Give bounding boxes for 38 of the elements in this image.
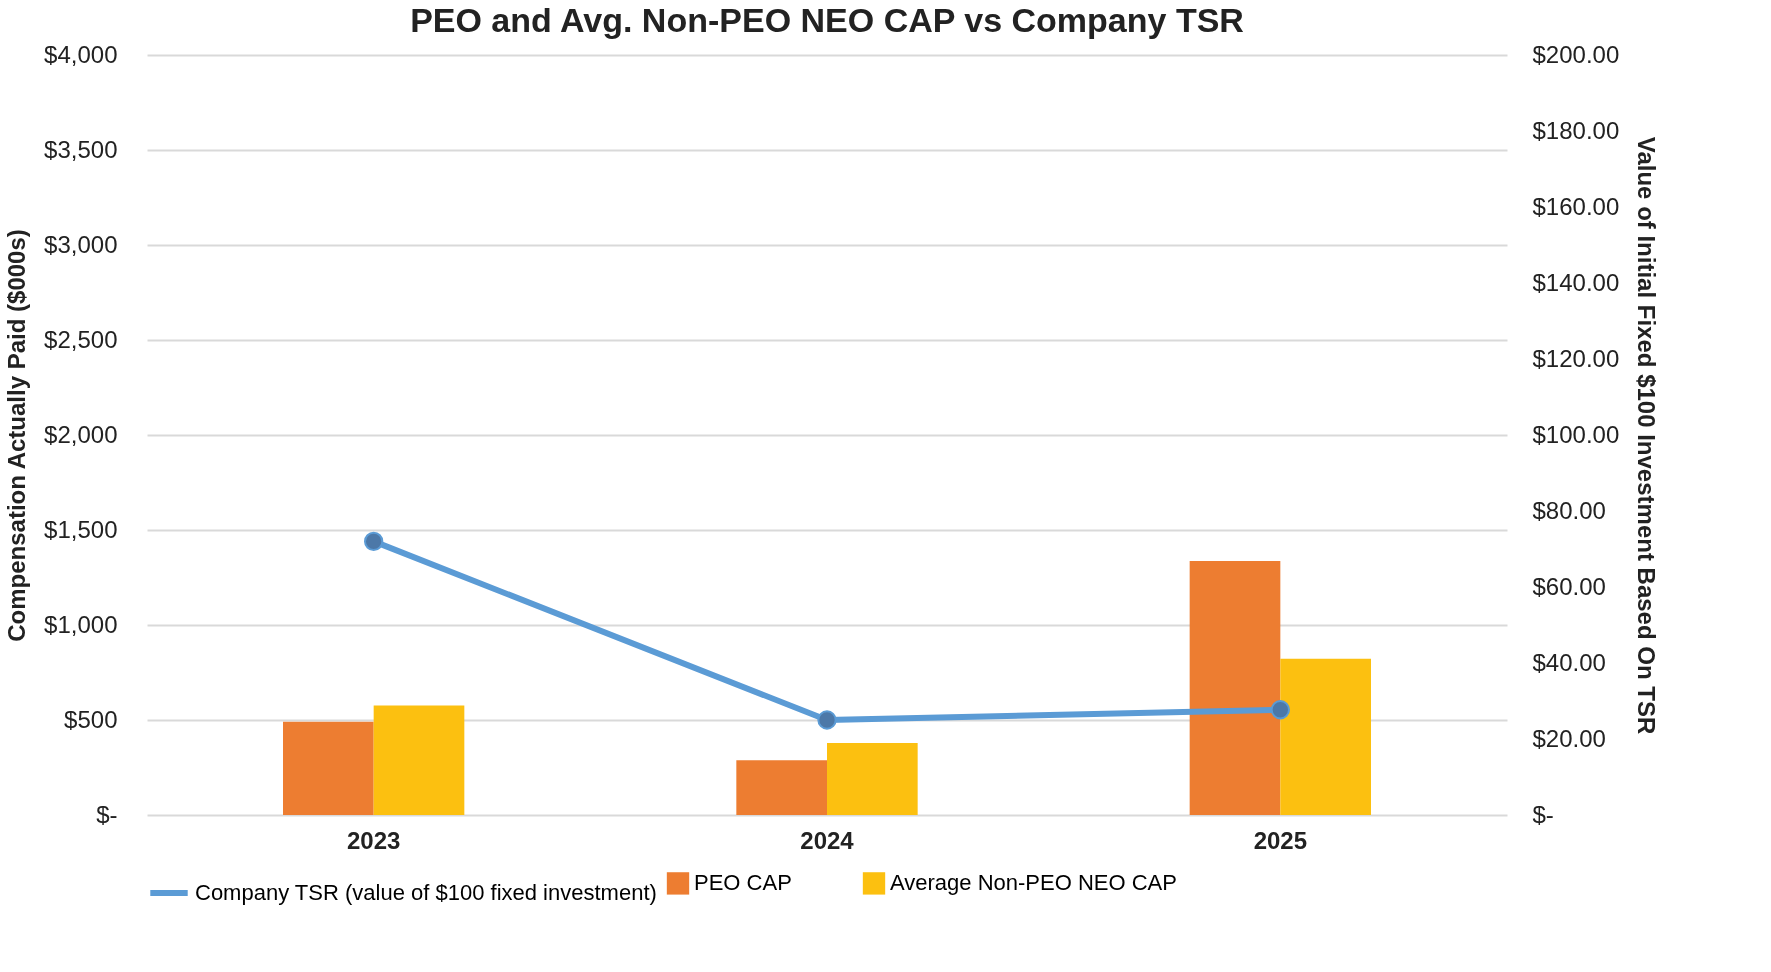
y-tick-label: $3,000 xyxy=(44,230,118,258)
y2-tick-label: $100.00 xyxy=(1532,420,1620,448)
y2-tick-label: $180.00 xyxy=(1532,116,1620,144)
y2-tick-label: $80.00 xyxy=(1532,496,1606,524)
y-axis-title: Compensation Actually Paid ($000s) xyxy=(3,229,31,642)
bar xyxy=(1189,560,1281,815)
bar xyxy=(373,705,465,815)
y-tick-label: $4,000 xyxy=(44,40,118,68)
chart-title: PEO and Avg. Non-PEO NEO CAP vs Company TSR xyxy=(410,1,1244,39)
y-tick-label: $1,000 xyxy=(44,610,118,638)
y2-tick-label: $60.00 xyxy=(1532,572,1606,600)
y-tick-label: $2,000 xyxy=(44,420,118,448)
x-tick-label: 2023 xyxy=(346,826,401,854)
y-tick-label: $500 xyxy=(64,705,118,733)
y2-tick-label: $200.00 xyxy=(1532,40,1620,68)
y2-tick-label: $20.00 xyxy=(1532,724,1606,752)
bar xyxy=(1280,658,1371,815)
legend-label: Average Non-PEO NEO CAP xyxy=(890,870,1177,896)
bar xyxy=(736,760,827,815)
y2-tick-label: $140.00 xyxy=(1532,268,1620,296)
x-tick-label: 2025 xyxy=(1253,826,1308,854)
legend-label: Company TSR (value of $100 fixed investment) xyxy=(195,880,657,905)
y2-tick-label: $120.00 xyxy=(1532,344,1620,372)
y-tick-label: $3,500 xyxy=(44,135,118,163)
y2-tick-label: $- xyxy=(1532,800,1554,828)
y2-tick-label: $160.00 xyxy=(1532,192,1620,220)
point xyxy=(817,710,837,730)
bar xyxy=(283,721,374,815)
y-tick-label: $1,500 xyxy=(44,515,118,543)
y2-tick-label: $40.00 xyxy=(1532,648,1606,676)
point xyxy=(364,531,384,552)
y-tick-label: $- xyxy=(96,800,118,828)
point xyxy=(1270,700,1290,720)
y2-axis-title: Value of Initial Fixed $100 Investment Based On TSR xyxy=(1633,136,1661,735)
bar xyxy=(827,742,918,815)
x-tick-label: 2024 xyxy=(800,826,855,854)
y-tick-label: $2,500 xyxy=(44,325,118,353)
legend-label: PEO CAP xyxy=(694,870,792,896)
